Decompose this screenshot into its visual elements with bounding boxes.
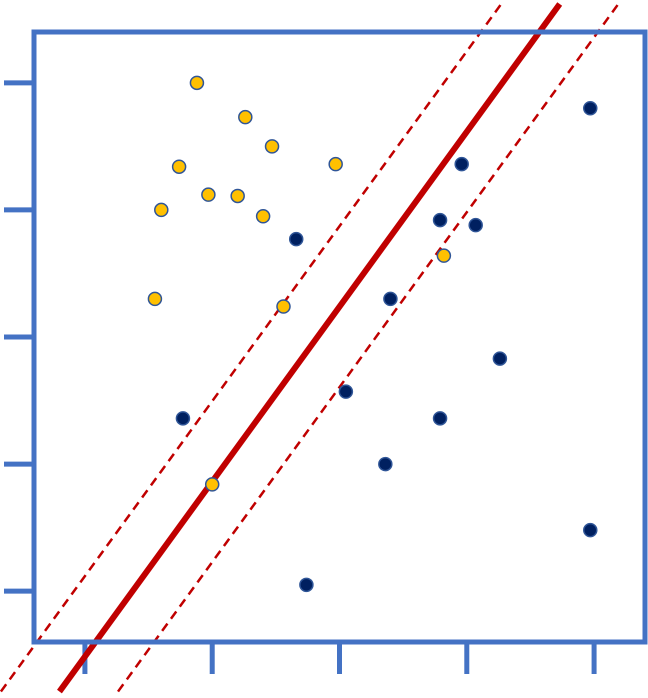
data-points [147,75,598,593]
scatter-point [189,75,205,91]
scatter-point [432,212,448,228]
margin-line [0,3,503,693]
scatter-point [583,522,598,538]
scatter-point [432,411,448,426]
scatter-point [147,291,163,307]
scatter-point [436,248,452,263]
scatter-point [338,384,354,399]
scatter-point [276,299,291,314]
scatter-point [230,188,245,204]
margin-line [117,3,620,693]
scatter-point [264,139,280,154]
scatter-point [328,156,343,172]
scatter-point [378,456,393,472]
decision-boundary-lines [0,2,620,694]
scatter-point [492,351,508,366]
scatter-point [201,187,216,202]
plot-frame [31,29,648,645]
scatter-point [288,231,304,247]
scatter-point [171,159,187,174]
scatter-point [383,291,398,307]
scatter-point [299,577,314,593]
decision-boundary-line [57,2,563,694]
scatter-point [583,101,598,116]
scatter-point [238,109,253,125]
scatter-point [454,156,469,172]
scatter-point [175,411,191,426]
scatter-point [255,209,271,224]
scatter-point [468,217,483,233]
scatter-point [154,202,169,218]
scatter-point [204,477,220,492]
axis-ticks [4,80,597,674]
